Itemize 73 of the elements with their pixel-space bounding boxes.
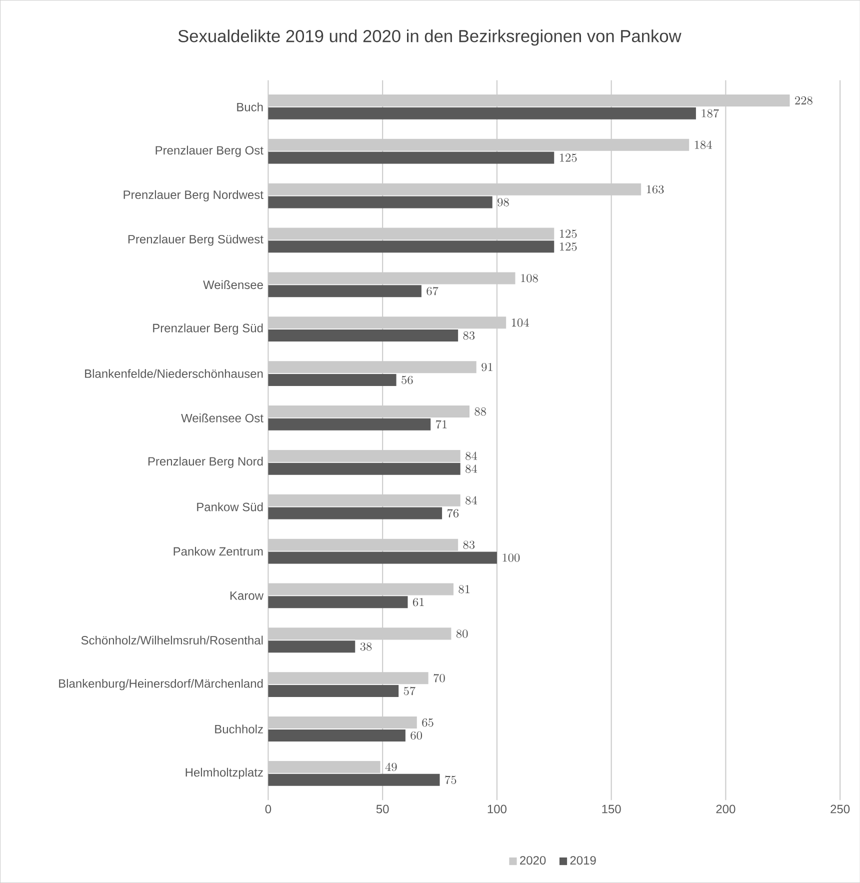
y-tick-label: Buch bbox=[236, 102, 263, 112]
bar bbox=[268, 774, 440, 786]
data-label: 84 bbox=[465, 464, 477, 473]
y-tick-label: Pankow Zentrum bbox=[174, 546, 263, 556]
y-tick-label: Pankow Süd bbox=[196, 502, 263, 512]
data-label: 228 bbox=[794, 96, 812, 105]
y-tick-label: Helmholtzplatz bbox=[186, 768, 263, 780]
data-label: 60 bbox=[410, 731, 422, 740]
data-label: 84 bbox=[465, 452, 477, 460]
y-tick-label: Buchholz bbox=[214, 724, 263, 734]
data-label: 70 bbox=[434, 674, 445, 682]
x-tick-label: 0 bbox=[265, 804, 271, 814]
data-label: 91 bbox=[481, 362, 492, 372]
y-tick-label: Prenzlauer Berg Ost bbox=[156, 146, 264, 157]
data-label: 65 bbox=[422, 718, 434, 727]
legend-label: 2020 bbox=[520, 856, 546, 865]
data-label: 76 bbox=[447, 509, 458, 518]
y-tick-label: Blankenfelde/Niederschönhausen bbox=[84, 369, 263, 378]
y-tick-label: Weißensee bbox=[202, 280, 263, 290]
data-label: 104 bbox=[512, 318, 529, 327]
x-tick-label: 200 bbox=[716, 804, 736, 814]
data-label: 56 bbox=[401, 376, 413, 384]
bar bbox=[268, 462, 460, 475]
bar bbox=[268, 596, 408, 608]
y-tick-label: Prenzlauer Berg Südwest bbox=[128, 234, 264, 246]
data-label: 61 bbox=[412, 598, 424, 606]
data-label: 38 bbox=[360, 642, 372, 651]
y-tick-label: Karow bbox=[230, 592, 264, 600]
data-label: 75 bbox=[445, 776, 456, 784]
y-tick-label: Blankenburg/Heinersdorf/Märchenland bbox=[58, 678, 263, 690]
bar bbox=[268, 152, 554, 164]
y-tick-label: Schönholz/Wilhelmsruh/Rosenthal bbox=[81, 636, 263, 645]
data-label: 49 bbox=[385, 762, 397, 772]
chart-title: Sexualdelikte 2019 und 2020 in den Bezirksregionen von Pankow bbox=[178, 30, 682, 46]
x-tick-label: 50 bbox=[376, 804, 389, 814]
x-tick-label: 150 bbox=[602, 804, 621, 814]
data-label: 84 bbox=[465, 496, 477, 505]
x-tick-label: 100 bbox=[488, 804, 506, 814]
x-tick-label: 250 bbox=[830, 804, 850, 814]
y-tick-label: Prenzlauer Berg Süd bbox=[152, 323, 263, 335]
data-label: 71 bbox=[436, 420, 447, 429]
bar bbox=[268, 330, 458, 342]
data-label: 125 bbox=[560, 230, 577, 238]
bar bbox=[268, 685, 398, 698]
bar bbox=[268, 640, 355, 653]
data-label: 88 bbox=[474, 407, 486, 416]
data-label: 163 bbox=[646, 185, 664, 194]
bar bbox=[268, 729, 406, 742]
legend-label: 2019 bbox=[570, 856, 596, 865]
data-label: 187 bbox=[702, 109, 719, 118]
bar bbox=[268, 285, 422, 298]
data-label: 83 bbox=[463, 540, 474, 549]
data-label: 184 bbox=[694, 140, 712, 150]
bar bbox=[268, 196, 492, 208]
bar bbox=[268, 507, 442, 520]
data-label: 98 bbox=[497, 198, 509, 206]
bar bbox=[268, 552, 497, 564]
bar bbox=[268, 240, 554, 253]
data-label: 57 bbox=[404, 686, 416, 696]
bar bbox=[268, 374, 396, 386]
data-label: 108 bbox=[520, 274, 538, 282]
bar bbox=[268, 107, 696, 120]
data-label: 67 bbox=[426, 286, 438, 296]
y-tick-label: Prenzlauer Berg Nordwest bbox=[124, 190, 264, 202]
data-label: 83 bbox=[463, 331, 474, 340]
data-label: 81 bbox=[458, 585, 470, 594]
bar bbox=[268, 418, 430, 430]
data-label: 125 bbox=[560, 242, 577, 251]
y-tick-label: Prenzlauer Berg Nord bbox=[148, 456, 263, 468]
data-label: 80 bbox=[456, 630, 468, 638]
data-label: 100 bbox=[502, 554, 520, 562]
data-label: 125 bbox=[560, 154, 577, 162]
y-tick-label: Weißensee Ost bbox=[180, 414, 264, 422]
